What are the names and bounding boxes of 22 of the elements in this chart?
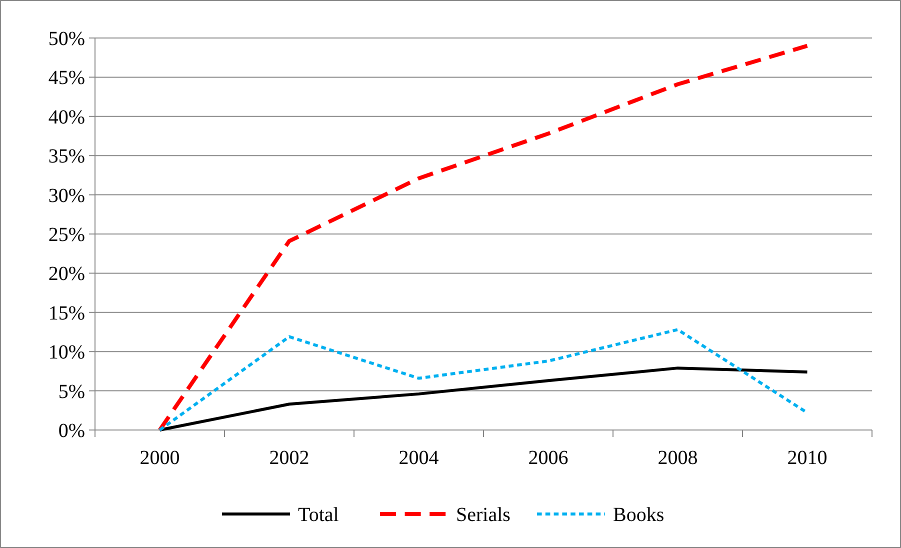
x-tick-label: 2002	[269, 447, 310, 469]
y-tick-label: 5%	[58, 380, 85, 403]
x-tick-label: 2000	[140, 447, 180, 469]
y-tick-label: 25%	[48, 224, 85, 246]
x-tick-label: 2004	[398, 447, 439, 469]
y-tick-label: 30%	[48, 184, 85, 207]
x-tick-label: 2010	[787, 447, 828, 469]
line-series	[158, 366, 809, 432]
y-tick-label: 0%	[58, 420, 85, 442]
y-tick-label: 50%	[48, 28, 85, 50]
y-tick-label: 20%	[48, 263, 85, 286]
x-tick-label: 2006	[528, 447, 568, 469]
line-series	[158, 44, 810, 432]
y-tick-label: 35%	[48, 146, 85, 168]
legend-label: Total	[298, 504, 340, 526]
legend-label: Serials	[456, 504, 511, 526]
y-tick-label: 40%	[48, 106, 85, 128]
x-tick-label: 2008	[658, 447, 698, 469]
y-tick-label: 10%	[48, 342, 85, 364]
legend-label: Books	[613, 504, 664, 526]
y-tick-label: 45%	[48, 67, 85, 90]
y-tick-label: 15%	[48, 302, 85, 324]
